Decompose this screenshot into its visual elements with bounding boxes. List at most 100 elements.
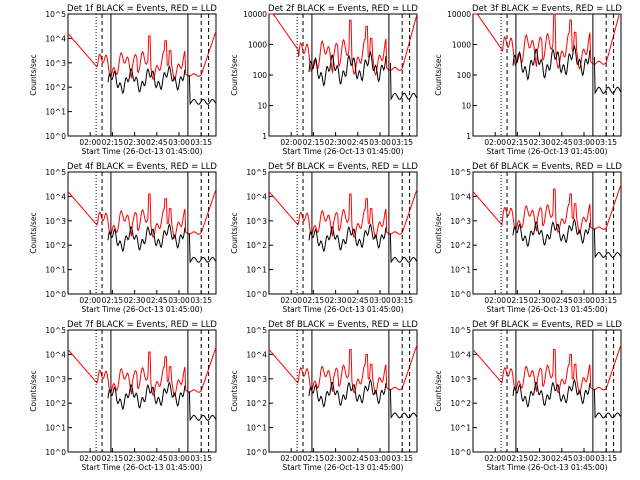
- plot-panel-6: Det 6f BLACK = Events, RED = LLD 10^0 10^1…: [434, 162, 622, 314]
- x-axis-label: Start Time (26-Oct-13 01:45:00): [81, 463, 202, 472]
- series-black-events: [512, 378, 622, 419]
- y-tick-label: 10^0: [45, 448, 66, 457]
- y-tick-label: 10^0: [246, 448, 267, 457]
- x-axis-label: Start Time (26-Oct-13 01:45:00): [81, 305, 202, 314]
- x-tick-label: 03:00: [369, 138, 391, 147]
- series-red-lld: [67, 30, 217, 81]
- x-tick-label: 02:00: [280, 138, 302, 147]
- panel-title: Det 4f BLACK = Events, RED = LLD: [67, 162, 217, 172]
- series-red-lld: [268, 344, 418, 395]
- y-tick-label: 10^2: [450, 241, 471, 250]
- y-tick-label: 10^5: [246, 326, 267, 335]
- x-axis-label: Start Time (26-Oct-13 01:45:00): [486, 305, 607, 314]
- plot-frame: [268, 171, 418, 295]
- x-tick-label: 02:00: [280, 454, 302, 463]
- x-tick-label: 02:15: [507, 296, 529, 305]
- series-black-events: [308, 223, 418, 264]
- y-tick-label: 100: [253, 71, 268, 80]
- plot-panel-9: Det 9f BLACK = Events, RED = LLD 10^0 10^1…: [434, 320, 622, 472]
- panel-title: Det 8f BLACK = Events, RED = LLD: [268, 320, 418, 330]
- y-tick-label: 100: [457, 71, 472, 80]
- plot-panel-1: Det 1f BLACK = Events, RED = LLD 10^0 10^1…: [29, 4, 217, 156]
- y-tick-label: 10^2: [246, 399, 267, 408]
- y-axis-label: Counts/sec: [230, 54, 239, 95]
- plot-frame: [268, 13, 418, 137]
- x-tick-label: 02:30: [124, 454, 146, 463]
- x-tick-label: 02:00: [79, 454, 101, 463]
- y-tick-label: 10^2: [246, 241, 267, 250]
- x-tick-label: 03:15: [595, 454, 617, 463]
- series-red-lld: [268, 188, 418, 239]
- series-red-lld: [269, 13, 418, 77]
- panel-title: Det 3f BLACK = Events, RED = LLD: [472, 4, 622, 14]
- panel-title: Det 9f BLACK = Events, RED = LLD: [472, 320, 622, 330]
- x-axis-label: Start Time (26-Oct-13 01:45:00): [282, 305, 403, 314]
- x-tick-label: 02:15: [303, 138, 325, 147]
- y-tick-label: 10^3: [45, 217, 66, 226]
- x-tick-label: 02:30: [124, 296, 146, 305]
- panel-title: Det 5f BLACK = Events, RED = LLD: [268, 162, 418, 172]
- panel-title: Det 2f BLACK = Events, RED = LLD: [268, 4, 418, 14]
- series-red-lld: [472, 344, 622, 395]
- plot-panel-4: Det 4f BLACK = Events, RED = LLD 10^0 10^1…: [29, 162, 217, 314]
- plot-panel-5: Det 5f BLACK = Events, RED = LLD 10^0 10^1…: [230, 162, 418, 314]
- x-tick-label: 03:00: [168, 454, 190, 463]
- y-axis-label: Counts/sec: [230, 370, 239, 411]
- series-red-lld: [473, 13, 621, 70]
- x-tick-label: 03:15: [391, 138, 413, 147]
- y-axis-label: Counts/sec: [29, 212, 38, 253]
- x-tick-label: 02:00: [79, 296, 101, 305]
- series-black-events: [107, 223, 217, 264]
- plot-panel-3: Det 3f BLACK = Events, RED = LLD 1 10 100 10…: [434, 4, 622, 156]
- y-tick-label: 10: [257, 102, 267, 111]
- x-tick-label: 02:00: [280, 296, 302, 305]
- plot-frame: [67, 329, 217, 453]
- x-tick-label: 02:30: [124, 138, 146, 147]
- y-tick-label: 10^5: [246, 168, 267, 177]
- x-tick-label: 03:15: [595, 296, 617, 305]
- y-tick-label: 10^1: [246, 424, 267, 433]
- y-tick-label: 1: [262, 132, 267, 141]
- panel-title: Det 7f BLACK = Events, RED = LLD: [67, 320, 217, 330]
- x-tick-label: 02:15: [102, 138, 124, 147]
- y-tick-label: 10^3: [450, 217, 471, 226]
- plot-frame: [472, 329, 622, 453]
- x-axis-label: Start Time (26-Oct-13 01:45:00): [282, 463, 403, 472]
- series-black-events: [512, 44, 622, 95]
- x-tick-label: 02:45: [146, 296, 168, 305]
- x-tick-label: 02:15: [507, 454, 529, 463]
- y-tick-label: 10^4: [45, 350, 66, 359]
- y-tick-label: 10^1: [246, 266, 267, 275]
- y-tick-label: 10^5: [45, 326, 66, 335]
- y-tick-label: 10^0: [45, 290, 66, 299]
- y-axis-label: Counts/sec: [434, 212, 443, 253]
- y-tick-label: 10^4: [450, 192, 471, 201]
- x-tick-label: 02:30: [325, 138, 347, 147]
- y-tick-label: 10000: [447, 10, 471, 19]
- x-tick-label: 03:00: [168, 296, 190, 305]
- y-tick-label: 10^2: [45, 83, 66, 92]
- y-tick-label: 10^1: [450, 266, 471, 275]
- y-tick-label: 10^4: [45, 192, 66, 201]
- x-tick-label: 03:15: [190, 454, 212, 463]
- y-tick-label: 10^5: [450, 326, 471, 335]
- x-tick-label: 02:45: [347, 296, 369, 305]
- y-tick-label: 10^3: [45, 59, 66, 68]
- x-tick-label: 03:15: [595, 138, 617, 147]
- y-tick-label: 10^2: [45, 241, 66, 250]
- x-tick-label: 03:00: [369, 296, 391, 305]
- y-tick-label: 10^5: [450, 168, 471, 177]
- y-tick-label: 10^4: [450, 350, 471, 359]
- y-tick-label: 10^0: [45, 132, 66, 141]
- y-axis-label: Counts/sec: [434, 54, 443, 95]
- y-tick-label: 10^2: [450, 399, 471, 408]
- x-tick-label: 03:15: [190, 296, 212, 305]
- y-tick-label: 1000: [452, 41, 471, 50]
- x-tick-label: 02:00: [484, 454, 506, 463]
- plot-panel-2: Det 2f BLACK = Events, RED = LLD 1 10 100 10…: [230, 4, 418, 156]
- y-tick-label: 10000: [243, 10, 267, 19]
- y-tick-label: 10^4: [246, 350, 267, 359]
- x-axis-label: Start Time (26-Oct-13 01:45:00): [486, 147, 607, 156]
- y-tick-label: 10^3: [45, 375, 66, 384]
- x-tick-label: 02:15: [507, 138, 529, 147]
